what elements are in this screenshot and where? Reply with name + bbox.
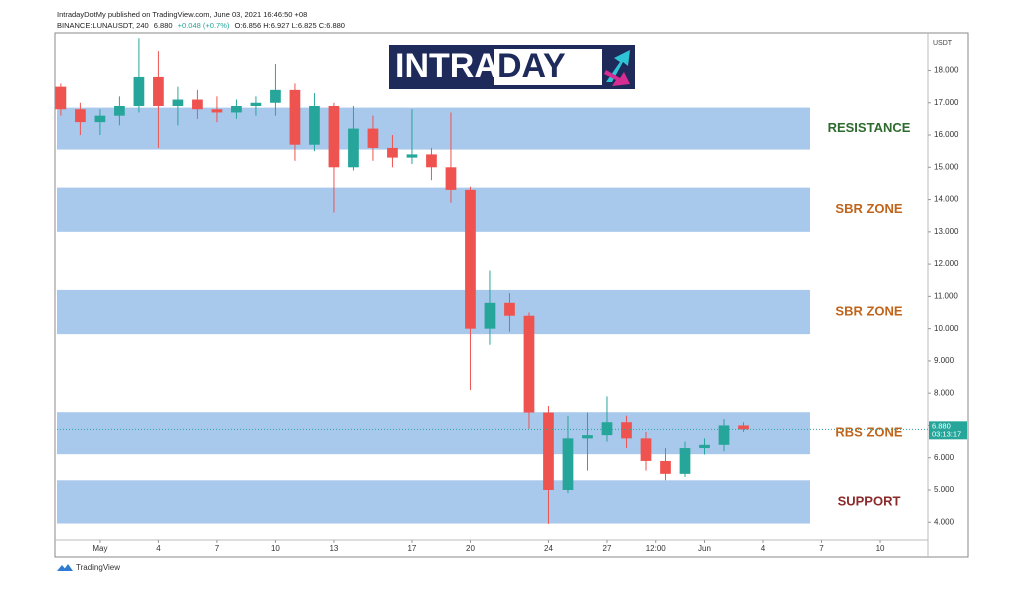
x-tick-label: 7 [819, 544, 824, 553]
candle-body [718, 425, 730, 445]
y-tick-label: 16.000 [934, 130, 959, 139]
candle-body [621, 422, 632, 439]
candle-body [94, 115, 106, 123]
candle-body [270, 89, 281, 103]
candle-body [640, 438, 652, 461]
candle-body [55, 86, 67, 110]
publish-line: IntradayDotMy published on TradingView.c… [57, 10, 307, 19]
zone [57, 187, 810, 232]
last: 6.880 [154, 21, 173, 30]
y-tick-label: 8.000 [934, 388, 955, 397]
candle-body [348, 128, 359, 168]
candle-body [465, 189, 476, 329]
zone-label: SBR ZONE [835, 201, 903, 216]
symbol-line: BINANCE:LUNAUSDT, 240 6.880 +0.048 (+0.7… [57, 21, 345, 30]
y-tick-label: 10.000 [934, 324, 959, 333]
candle-body [484, 302, 496, 329]
candle-body [289, 89, 301, 145]
y-tick-label: 15.000 [934, 162, 959, 171]
candle-body [504, 302, 515, 316]
candle-body [133, 76, 145, 106]
x-tick-label: 10 [876, 544, 885, 553]
x-tick-label: 13 [329, 544, 338, 553]
candle-body [309, 105, 320, 145]
candle-body [172, 99, 184, 106]
candle-body [114, 105, 125, 116]
x-tick-label: 4 [761, 544, 766, 553]
y-tick-label: 5.000 [934, 485, 955, 494]
candle-body [367, 128, 379, 148]
candle-body [543, 412, 554, 490]
y-tick-label: 4.000 [934, 517, 955, 526]
x-tick-label: May [92, 544, 107, 553]
x-tick-label: 7 [215, 544, 220, 553]
symbol: BINANCE:LUNAUSDT, 240 [57, 21, 149, 30]
plot: 4.0005.0006.0007.0008.0009.00010.00011.0… [55, 38, 967, 553]
zone-label: RBS ZONE [835, 425, 903, 440]
candle-body [523, 315, 535, 413]
x-tick-label: 12:00 [646, 544, 667, 553]
y-tick-label: 18.000 [934, 66, 959, 75]
candle-body [562, 438, 574, 490]
candle-body [699, 444, 710, 449]
price-countdown: 03:13:17 [932, 429, 961, 438]
y-tick-label: 11.000 [934, 291, 958, 300]
tv-icon [57, 564, 73, 571]
x-tick-label: 17 [407, 544, 416, 553]
logo-left: INTRA [395, 47, 499, 85]
zone [57, 107, 810, 150]
y-tick-label: 17.000 [934, 98, 959, 107]
candle-body [387, 147, 398, 158]
x-tick-label: 4 [156, 544, 161, 553]
x-tick-label: 20 [466, 544, 475, 553]
currency: USDT [933, 40, 953, 47]
price-label: 6.880 [932, 421, 951, 430]
candle-body [153, 76, 164, 106]
candle-body [192, 99, 203, 110]
candle-body [445, 167, 457, 190]
candle-body [406, 154, 418, 158]
candle-body [426, 154, 437, 168]
zone [57, 412, 810, 455]
logo: INTRA DAY [389, 45, 635, 89]
y-tick-label: 12.000 [934, 259, 959, 268]
ohlc: O:6.856 H:6.927 L:6.825 C:6.880 [234, 21, 345, 30]
zone [57, 289, 810, 335]
y-tick-label: 14.000 [934, 195, 959, 204]
candle-body [211, 109, 223, 113]
zone [57, 480, 810, 524]
y-tick-label: 13.000 [934, 227, 959, 236]
candle-body [250, 102, 262, 106]
candle-body [738, 425, 749, 430]
footer: TradingView [76, 563, 120, 572]
candle-body [582, 435, 593, 439]
logo-right: DAY [497, 47, 566, 85]
zone-label: RESISTANCE [828, 120, 911, 135]
candle-body [660, 460, 671, 474]
zone-label: SUPPORT [838, 493, 901, 508]
x-tick-label: 24 [544, 544, 553, 553]
candle-body [601, 422, 613, 436]
y-tick-label: 6.000 [934, 453, 955, 462]
y-tick-label: 9.000 [934, 356, 955, 365]
x-tick-label: 27 [603, 544, 612, 553]
logo-box [494, 49, 602, 85]
x-tick-label: 10 [271, 544, 280, 553]
x-tick-label: Jun [698, 544, 711, 553]
candle-body [679, 448, 691, 474]
zone-label: SBR ZONE [835, 303, 903, 318]
candle-body [328, 105, 340, 168]
candle-body [75, 109, 86, 123]
candle-body [231, 105, 242, 113]
price-box [929, 421, 967, 440]
change: +0.048 (+0.7%) [178, 21, 230, 30]
logo-arrow-down [604, 70, 630, 86]
